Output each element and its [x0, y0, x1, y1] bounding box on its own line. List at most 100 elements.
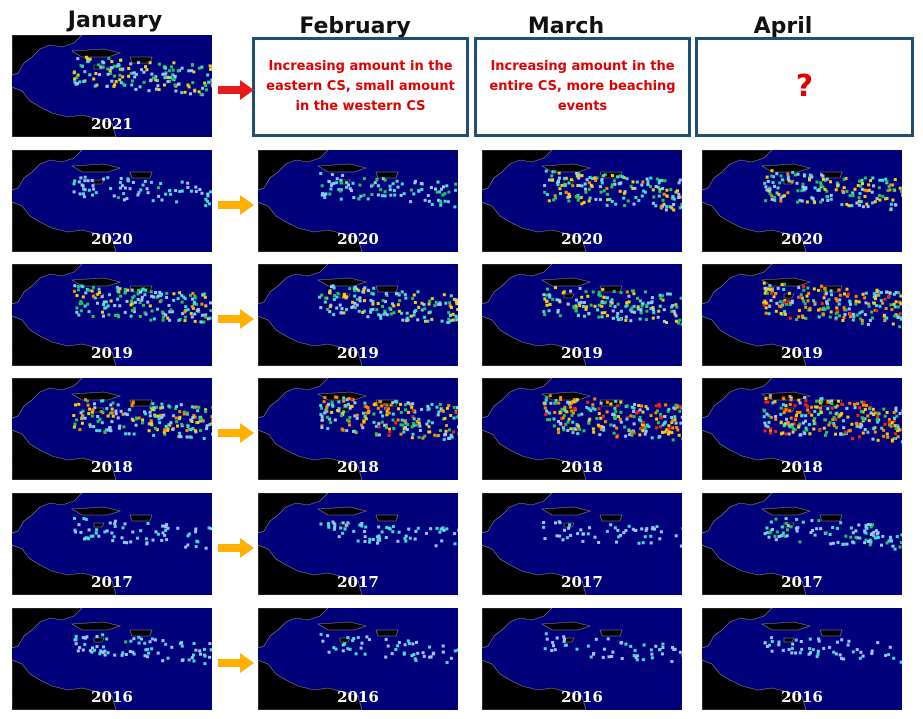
density-cell — [780, 534, 783, 538]
density-cell — [642, 643, 646, 647]
density-cell — [638, 317, 642, 321]
density-cell — [110, 66, 114, 70]
density-cell — [353, 301, 357, 305]
density-cell — [893, 416, 896, 420]
density-cell — [98, 73, 102, 77]
density-cell — [412, 192, 416, 196]
density-cell — [364, 525, 368, 529]
density-cell — [148, 640, 152, 644]
density-cell — [784, 404, 788, 408]
density-cell — [409, 403, 413, 406]
density-cell — [674, 403, 678, 407]
density-cell — [203, 662, 207, 666]
density-cell — [88, 57, 92, 61]
land-hispaniola — [599, 514, 623, 522]
density-cell — [609, 300, 613, 304]
density-cell — [788, 403, 792, 406]
density-cell — [859, 409, 863, 413]
density-cell — [164, 66, 167, 70]
year-label: 2018 — [91, 458, 133, 476]
density-cell — [834, 652, 838, 656]
density-cell — [617, 535, 621, 539]
density-cell — [331, 284, 335, 288]
density-cell — [125, 197, 129, 201]
density-cell — [885, 180, 889, 184]
density-cell — [808, 178, 812, 182]
density-cell — [622, 176, 626, 180]
density-cell — [165, 296, 169, 299]
density-cell — [78, 302, 82, 306]
density-cell — [422, 654, 426, 658]
density-cell — [679, 544, 682, 548]
density-cell — [98, 417, 102, 421]
density-cell — [545, 299, 549, 303]
density-cell — [203, 647, 206, 651]
density-cell — [665, 428, 669, 432]
density-cell — [456, 308, 458, 311]
density-cell — [329, 187, 333, 191]
density-cell — [543, 406, 547, 410]
density-cell — [351, 305, 355, 309]
density-cell — [131, 79, 134, 83]
density-cell — [805, 294, 809, 298]
density-cell — [599, 427, 603, 431]
density-cell — [677, 196, 681, 199]
density-cell — [357, 289, 361, 293]
density-cell — [612, 289, 616, 293]
density-cell — [190, 305, 194, 308]
density-cell — [144, 412, 148, 416]
density-cell — [131, 418, 135, 422]
density-cell — [770, 649, 774, 653]
density-cell — [192, 659, 196, 663]
density-cell — [885, 432, 889, 436]
density-cell — [168, 79, 171, 83]
density-cell — [588, 176, 592, 179]
density-cell — [171, 428, 175, 431]
density-cell — [332, 522, 336, 526]
density-cell — [142, 303, 145, 307]
density-cell — [190, 189, 193, 193]
density-cell — [850, 422, 854, 426]
density-cell — [542, 401, 546, 405]
density-cell — [345, 295, 348, 299]
map-svg — [258, 493, 458, 595]
density-cell — [768, 395, 772, 399]
density-cell — [781, 648, 785, 652]
density-cell — [577, 196, 581, 200]
density-cell — [826, 407, 830, 411]
density-cell — [199, 429, 202, 433]
density-cell — [178, 190, 182, 193]
density-cell — [319, 172, 323, 175]
density-cell — [591, 177, 595, 181]
density-cell — [339, 178, 343, 182]
density-cell — [676, 321, 680, 325]
density-cell — [616, 433, 620, 437]
density-cell — [808, 306, 812, 310]
density-cell — [329, 420, 333, 424]
density-cell — [87, 310, 91, 314]
density-cell — [136, 536, 139, 540]
land-south-america — [482, 429, 587, 480]
density-cell — [763, 429, 767, 433]
density-cell — [858, 191, 862, 195]
density-cell — [851, 312, 855, 316]
density-cell — [350, 397, 354, 401]
density-cell — [571, 427, 575, 431]
density-cell — [851, 650, 855, 654]
density-cell — [207, 526, 211, 530]
density-cell — [157, 194, 161, 198]
density-cell — [580, 202, 584, 206]
density-cell — [132, 71, 136, 75]
density-cell — [878, 178, 882, 182]
density-cell — [791, 430, 795, 434]
density-cell — [76, 82, 79, 86]
density-cell — [554, 399, 558, 402]
density-cell — [558, 314, 562, 318]
density-cell — [328, 305, 332, 309]
density-cell — [157, 88, 161, 92]
density-cell — [93, 648, 97, 652]
density-cell — [863, 408, 867, 411]
density-cell — [561, 416, 565, 420]
density-cell — [848, 401, 852, 405]
density-cell — [768, 431, 772, 435]
